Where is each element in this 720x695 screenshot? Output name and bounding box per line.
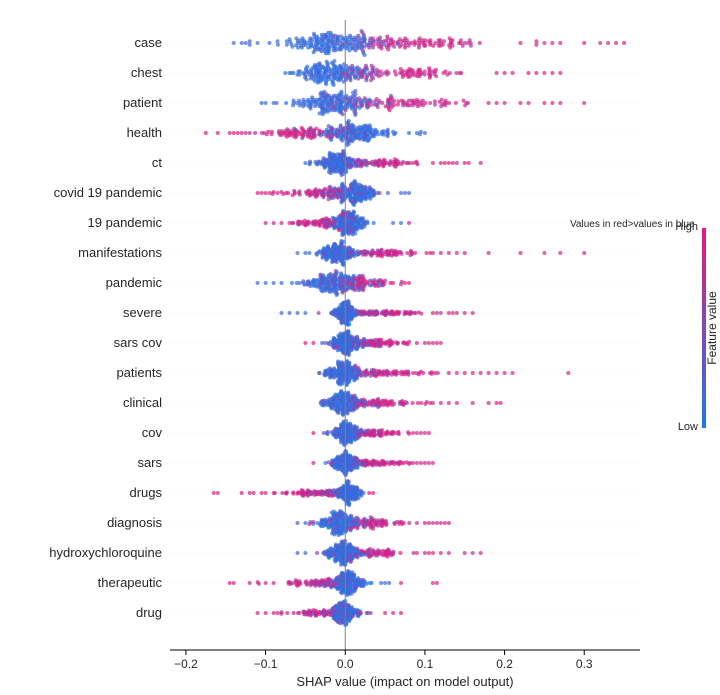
feature-label: pandemic — [106, 275, 163, 290]
x-tick-label: 0.3 — [576, 657, 593, 671]
feature-label: 19 pandemic — [88, 215, 163, 230]
x-tick-label: −0.2 — [174, 657, 198, 671]
colorbar-title: Feature value — [705, 291, 719, 365]
feature-label: severe — [123, 305, 162, 320]
feature-label: sars cov — [114, 335, 163, 350]
annotation: Values in red>values in blue — [570, 219, 695, 230]
feature-label: drug — [136, 605, 162, 620]
feature-label: ct — [152, 155, 163, 170]
x-tick-label: 0.0 — [337, 657, 354, 671]
feature-label: cov — [142, 425, 163, 440]
feature-label: diagnosis — [107, 515, 162, 530]
x-tick-label: −0.1 — [254, 657, 278, 671]
feature-label: covid 19 pandemic — [54, 185, 163, 200]
feature-label: therapeutic — [98, 575, 163, 590]
colorbar-low-label: Low — [678, 421, 698, 433]
feature-label: patients — [116, 365, 162, 380]
feature-label: health — [127, 125, 162, 140]
feature-label: chest — [131, 65, 162, 80]
feature-label: patient — [123, 95, 162, 110]
feature-label: sars — [137, 455, 162, 470]
feature-label: clinical — [123, 395, 162, 410]
shap-summary-plot: case chest patient health ct covid 19 pandemi… — [0, 0, 720, 695]
feature-label: case — [135, 35, 162, 50]
feature-label: hydroxychloroquine — [49, 545, 162, 560]
x-tick-label: 0.1 — [417, 657, 434, 671]
x-axis-title: SHAP value (impact on model output) — [296, 674, 513, 689]
feature-label: drugs — [129, 485, 162, 500]
x-tick-label: 0.2 — [496, 657, 513, 671]
feature-label: manifestations — [78, 245, 162, 260]
